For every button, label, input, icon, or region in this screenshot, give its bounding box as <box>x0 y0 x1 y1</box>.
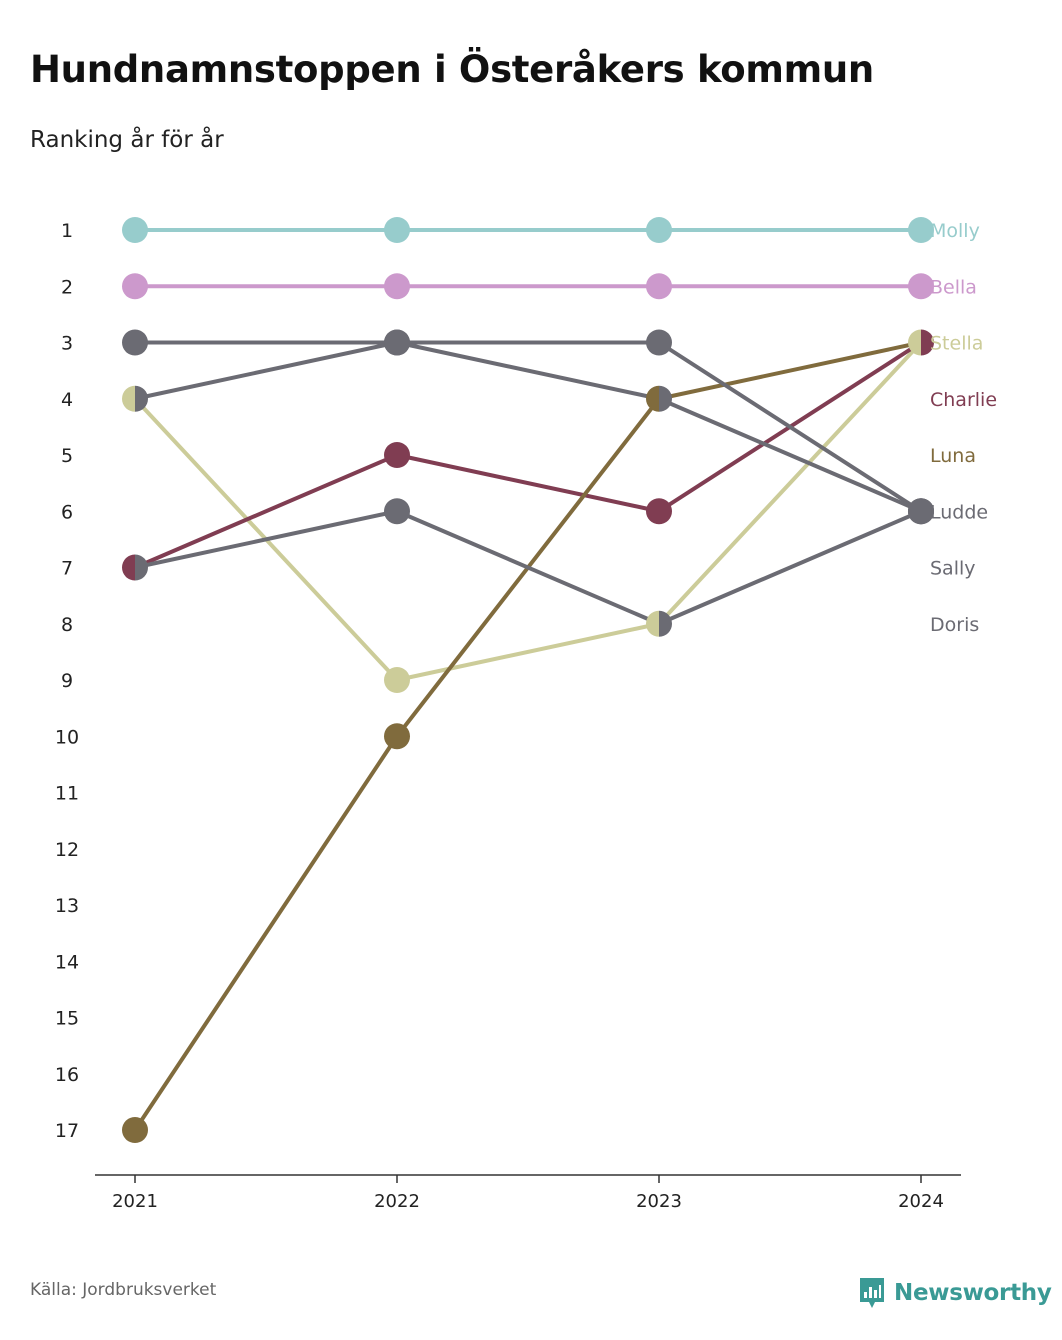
point-bella <box>384 273 410 300</box>
series-label-ludde: Ludde <box>930 501 988 523</box>
x-tick-label: 2022 <box>374 1191 420 1212</box>
y-tick-label: 3 <box>61 333 73 355</box>
y-tick-label: 14 <box>55 951 79 973</box>
point-bella <box>646 273 672 300</box>
point-bella <box>122 273 148 300</box>
point-bella <box>908 273 934 300</box>
x-tick-label: 2023 <box>636 1191 682 1212</box>
bar-chart-icon <box>860 1278 884 1308</box>
y-tick-label: 7 <box>61 558 73 580</box>
series-labels: Molly Bella Stella Charlie Luna Ludde Sally Dor… <box>930 220 997 636</box>
y-tick-label: 1 <box>61 220 73 242</box>
y-tick-label: 9 <box>61 670 73 692</box>
series-line-charlie <box>134 340 923 570</box>
series-lines <box>133 228 923 1132</box>
series-label-sally: Sally <box>930 558 976 580</box>
point-luna <box>384 723 410 750</box>
y-tick-label: 2 <box>61 276 73 298</box>
point-doris <box>384 498 410 525</box>
series-label-bella: Bella <box>930 276 977 298</box>
x-tick-label: 2021 <box>112 1191 158 1212</box>
series-label-charlie: Charlie <box>930 389 997 411</box>
brand-name: Newsworthy <box>894 1280 1052 1306</box>
y-tick-label: 13 <box>55 895 79 917</box>
point-molly <box>908 217 934 243</box>
y-tick-label: 8 <box>61 614 73 636</box>
y-tick-label: 6 <box>61 501 73 523</box>
point-charlie <box>920 329 934 356</box>
y-tick-label: 17 <box>55 1120 79 1142</box>
y-tick-label: 4 <box>61 389 73 411</box>
x-tick-label: 2024 <box>898 1191 944 1212</box>
point-stella <box>646 610 659 637</box>
series-line-ludde <box>135 340 923 513</box>
y-tick-label: 5 <box>61 445 73 467</box>
point-charlie <box>122 554 135 581</box>
y-tick-label: 11 <box>55 783 79 805</box>
series-label-doris: Doris <box>930 614 979 636</box>
chart-subtitle: Ranking år för år <box>30 127 224 153</box>
y-tick-label: 12 <box>55 839 79 861</box>
source-note: Källa: Jordbruksverket <box>30 1280 217 1300</box>
point-doris <box>135 554 148 581</box>
point-molly <box>646 217 672 243</box>
brand-logo[interactable]: Newsworthy <box>858 1276 1052 1310</box>
series-label-luna: Luna <box>930 445 976 467</box>
chart-title: Hundnamnstoppen i Österåkers kommun <box>30 48 874 91</box>
y-tick-label: 10 <box>55 726 79 748</box>
point-sally <box>135 385 148 412</box>
point-stella <box>908 329 921 356</box>
point-molly <box>384 217 410 243</box>
point-doris <box>908 498 934 525</box>
point-ludde <box>122 329 148 356</box>
y-tick-label: 16 <box>55 1064 79 1086</box>
series-line-sally <box>134 340 922 514</box>
point-charlie <box>384 442 410 468</box>
series-line-stella <box>133 341 923 682</box>
x-axis: 2021 2022 2023 2024 <box>95 1174 961 1212</box>
series-label-stella: Stella <box>930 333 983 355</box>
point-molly <box>122 217 148 243</box>
point-doris <box>659 610 673 637</box>
point-luna <box>122 1117 148 1143</box>
point-sally <box>384 329 410 356</box>
point-stella <box>384 667 410 693</box>
point-sally <box>659 385 673 412</box>
series-points <box>122 217 934 1143</box>
point-charlie <box>646 498 672 525</box>
series-line-doris <box>134 509 922 626</box>
point-stella <box>122 385 135 412</box>
point-luna <box>646 385 659 412</box>
y-tick-label: 15 <box>55 1008 79 1030</box>
point-ludde <box>646 329 672 356</box>
series-label-molly: Molly <box>930 220 980 242</box>
